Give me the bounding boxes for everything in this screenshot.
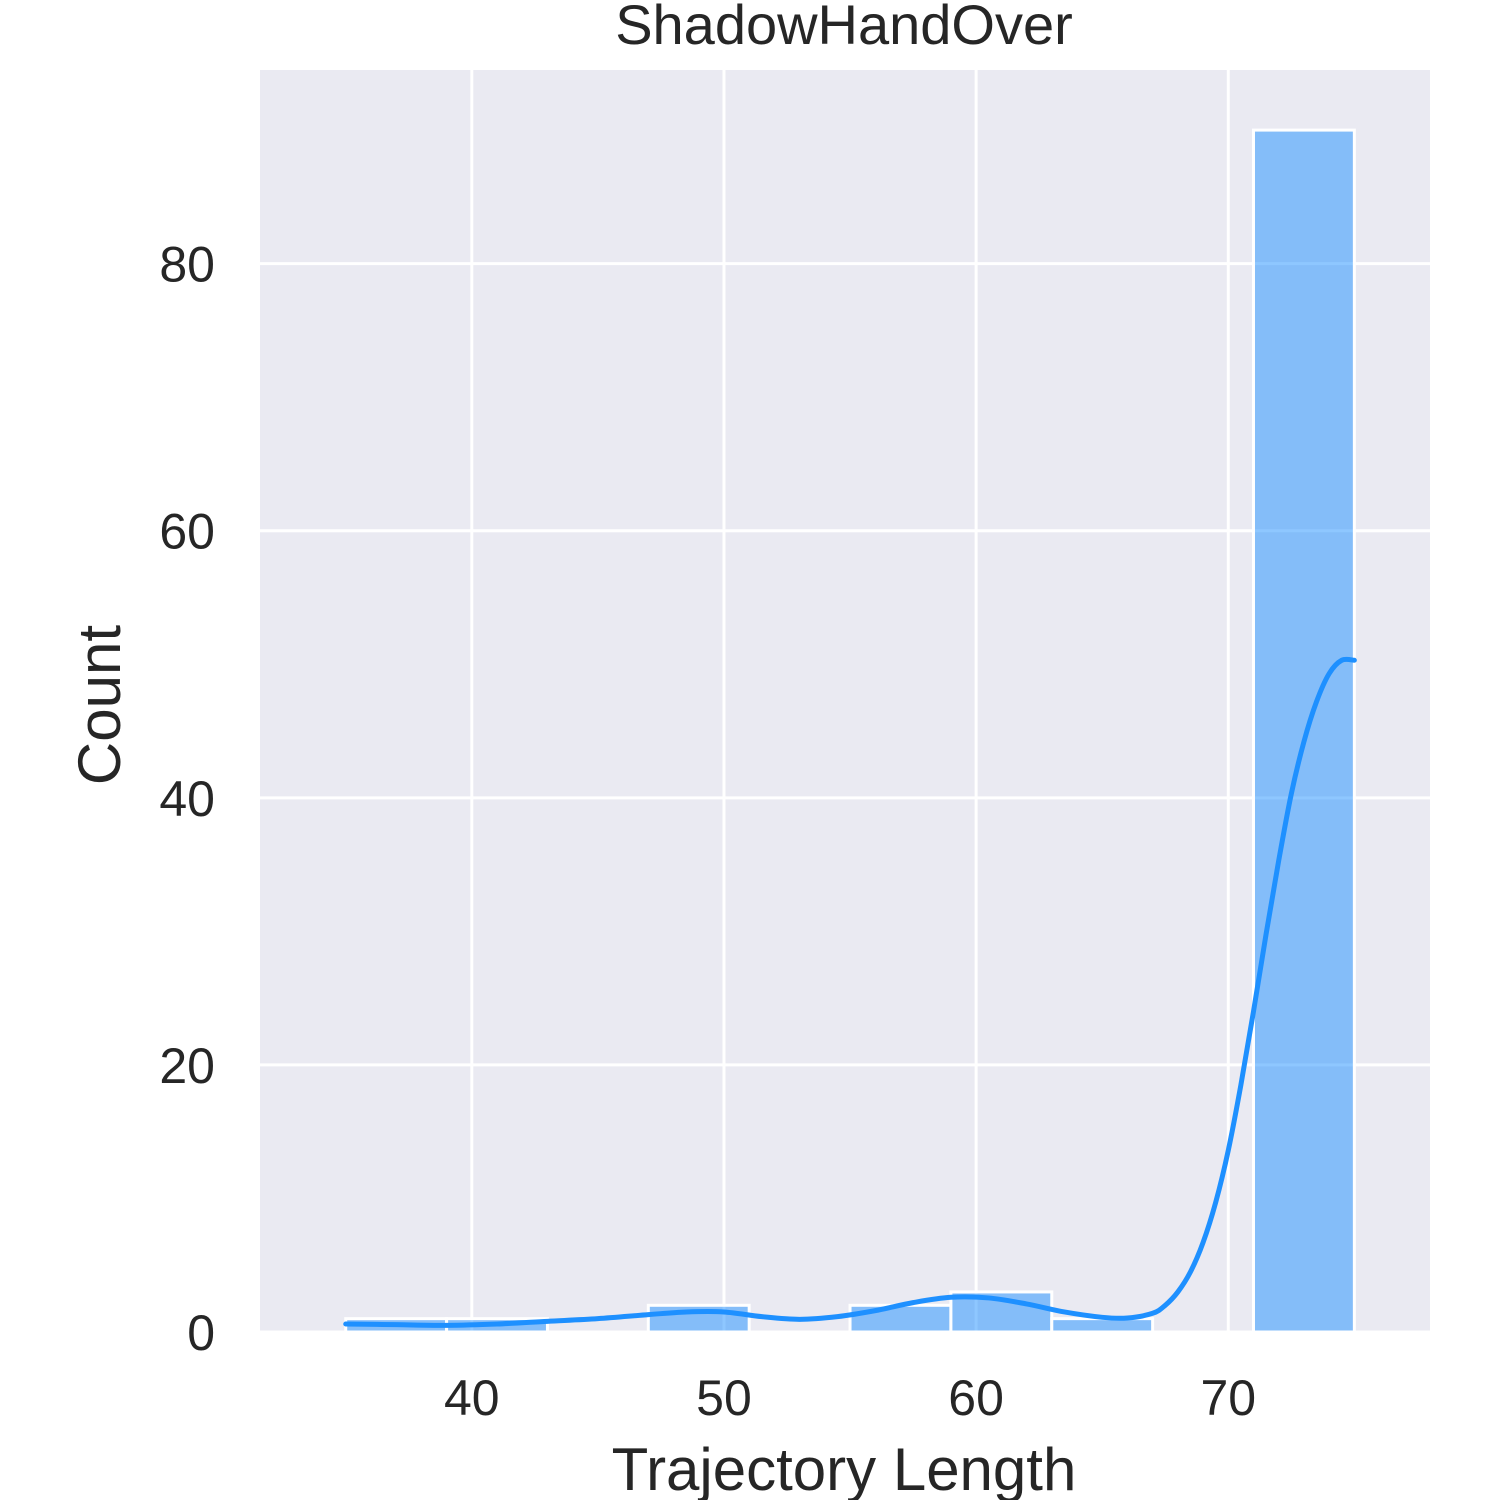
x-tick-label: 50 xyxy=(696,1370,752,1426)
histogram-bar xyxy=(1251,128,1356,1334)
x-tick-label: 40 xyxy=(444,1370,500,1426)
x-tick-label: 70 xyxy=(1200,1370,1256,1426)
kde-curve xyxy=(343,656,1357,1328)
y-axis-label: Count xyxy=(66,625,133,785)
y-tick-label: 20 xyxy=(159,1038,215,1094)
x-tick-labels: 40 50 60 70 xyxy=(444,1370,1256,1426)
histogram-bar xyxy=(848,1303,953,1334)
y-tick-labels: 0 20 40 60 80 xyxy=(159,237,215,1361)
y-tick-label: 0 xyxy=(187,1305,215,1361)
y-tick-label: 60 xyxy=(159,504,215,560)
histogram-bar xyxy=(1050,1317,1155,1334)
chart-title: ShadowHandOver xyxy=(615,0,1073,56)
histogram-bar xyxy=(646,1303,751,1334)
y-tick-label: 80 xyxy=(159,237,215,293)
y-tick-label: 40 xyxy=(159,771,215,827)
grid-lines xyxy=(260,70,1430,1334)
x-tick-label: 60 xyxy=(948,1370,1004,1426)
x-axis-label: Trajectory Length xyxy=(612,1436,1077,1500)
